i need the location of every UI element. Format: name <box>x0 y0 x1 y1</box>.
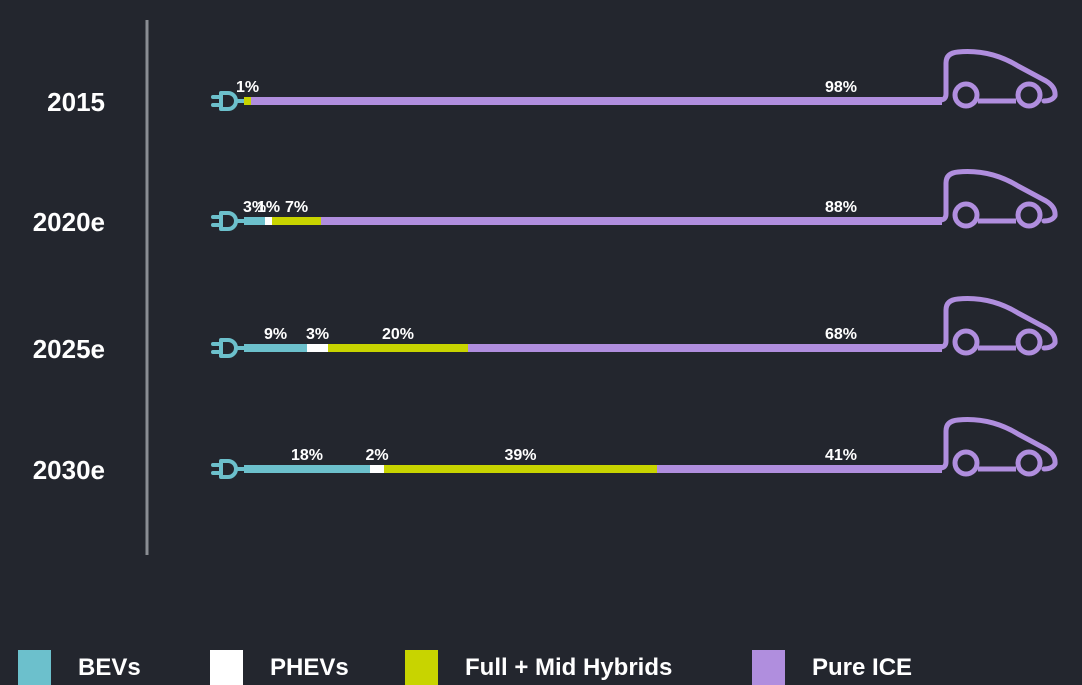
legend-label-hybrids: Full + Mid Hybrids <box>465 653 673 681</box>
car-icon <box>937 169 1058 229</box>
plug-icon <box>211 91 244 111</box>
legend-label-ice: Pure ICE <box>812 653 913 681</box>
data-label-ice: 41% <box>825 447 857 464</box>
legend-item-ice: Pure ICE <box>752 650 912 685</box>
legend-label-phevs: PHEVs <box>270 653 349 681</box>
legend-swatch-bevs <box>18 650 51 685</box>
bar-segment-ice <box>251 97 942 105</box>
legend-label-bevs: BEVs <box>78 653 141 681</box>
year-label: 2030e <box>33 455 105 485</box>
bar-segment-hybrids <box>384 465 657 473</box>
bar-segment-hybrids <box>244 97 251 105</box>
legend-swatch-hybrids <box>405 650 438 685</box>
data-label-phevs: 1% <box>257 199 280 216</box>
data-label-ice: 98% <box>825 79 857 96</box>
bar-segment-ice <box>321 217 942 225</box>
plug-icon <box>211 459 244 479</box>
car-icon <box>937 49 1058 109</box>
bar-segment-phevs <box>307 344 328 352</box>
chart-rows: 2015 1% 98%2020e 3%1% 7% 88%2025e 9% 3% 20% 68%20… <box>33 49 1058 485</box>
bar-segment-bevs <box>244 217 265 225</box>
car-icon <box>937 296 1058 356</box>
legend-item-bevs: BEVs <box>18 650 141 685</box>
data-label-ice: 88% <box>825 199 857 216</box>
data-label-phevs: 3% <box>306 326 329 343</box>
chart-area: 2015 1% 98%2020e 3%1% 7% 88%2025e 9% 3% 20% 68%20… <box>33 20 1058 555</box>
data-label-bevs: 3% <box>243 199 266 216</box>
data-label-hybrids: 20% <box>382 326 414 343</box>
legend-item-phevs: PHEVs <box>210 650 349 685</box>
data-label-bevs: 18% <box>291 447 323 464</box>
data-label-hybrids: 39% <box>504 447 536 464</box>
legend-item-hybrids: Full + Mid Hybrids <box>405 650 672 685</box>
bar-segment-ice <box>657 465 942 473</box>
bar-segment-hybrids <box>328 344 468 352</box>
bar-segment-bevs <box>244 344 307 352</box>
bar-segment-bevs <box>244 465 370 473</box>
bar-segment-ice <box>468 344 942 352</box>
car-icon <box>937 417 1058 477</box>
data-label-ice: 68% <box>825 326 857 343</box>
bar-segment-phevs <box>265 217 272 225</box>
legend: BEVs PHEVs Full + Mid Hybrids Pure ICE <box>0 650 1082 685</box>
bar-segment-hybrids <box>272 217 321 225</box>
plug-icon <box>211 338 244 358</box>
data-label-phevs: 2% <box>365 447 388 464</box>
legend-swatch-phevs <box>210 650 243 685</box>
legend-swatch-ice <box>752 650 785 685</box>
data-label-bevs: 9% <box>264 326 287 343</box>
year-label: 2015 <box>47 87 105 117</box>
year-label: 2020e <box>33 207 105 237</box>
bar-segment-phevs <box>370 465 384 473</box>
year-label: 2025e <box>33 334 105 364</box>
data-label-hybrids: 1% <box>236 79 259 96</box>
data-label-hybrids: 7% <box>285 199 308 216</box>
plug-icon <box>211 211 244 231</box>
